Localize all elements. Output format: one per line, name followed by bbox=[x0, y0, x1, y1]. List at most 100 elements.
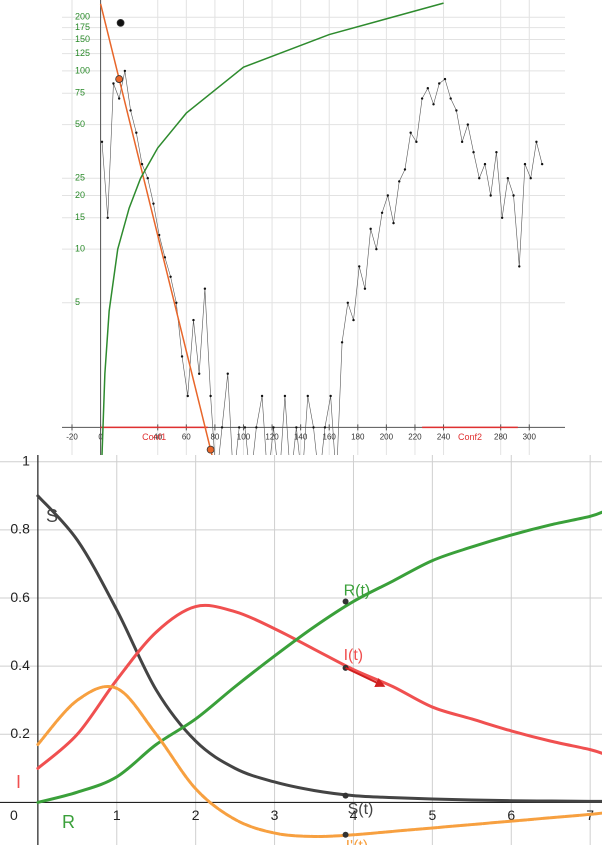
point bbox=[115, 75, 124, 83]
data-point bbox=[255, 426, 258, 429]
data-point bbox=[392, 221, 395, 225]
data-point bbox=[146, 177, 149, 180]
data-point bbox=[237, 426, 241, 429]
curve-name: I bbox=[16, 772, 21, 792]
data-point bbox=[135, 131, 138, 134]
span-label: Conf2 bbox=[458, 432, 482, 442]
x-tick-label: 140 bbox=[294, 433, 308, 442]
x-tick-label: 60 bbox=[182, 433, 191, 442]
data-point bbox=[340, 341, 344, 344]
series-line bbox=[36, 684, 602, 839]
y-tick-label: 0.2 bbox=[10, 725, 30, 741]
span-label: Conf1 bbox=[142, 432, 166, 442]
data-point bbox=[489, 194, 492, 197]
data-point bbox=[306, 394, 309, 398]
y-tick-label: 1 bbox=[22, 455, 30, 469]
curve-point bbox=[342, 792, 349, 799]
series-line bbox=[101, 2, 444, 455]
y-tick-label: 125 bbox=[75, 48, 90, 58]
point bbox=[116, 18, 125, 27]
y-tick-label: 5 bbox=[75, 297, 80, 307]
data-point bbox=[529, 177, 532, 180]
data-point bbox=[478, 177, 481, 180]
data-point bbox=[180, 355, 184, 358]
x-tick-label: 5 bbox=[428, 807, 436, 823]
data-point bbox=[197, 372, 201, 375]
data-point bbox=[226, 372, 229, 375]
data-point bbox=[415, 140, 418, 144]
data-point bbox=[512, 194, 515, 197]
data-point bbox=[535, 140, 538, 144]
data-point bbox=[152, 202, 155, 205]
data-point bbox=[283, 394, 287, 398]
data-point bbox=[500, 216, 504, 219]
data-point bbox=[369, 227, 372, 231]
point-label: R(t) bbox=[344, 583, 371, 600]
data-point bbox=[129, 109, 132, 112]
data-point bbox=[312, 426, 315, 429]
point-label: S(t) bbox=[348, 801, 374, 818]
data-point bbox=[352, 318, 355, 322]
y-tick-label: 175 bbox=[75, 22, 90, 32]
curve-point bbox=[342, 831, 349, 838]
sir-chart: 012345670.20.40.60.81SS(t)II(t)RR(t)I'(t… bbox=[0, 455, 602, 845]
data-point bbox=[329, 394, 332, 398]
x-tick-label: 4 bbox=[350, 807, 358, 823]
data-point bbox=[123, 69, 127, 73]
data-point bbox=[455, 109, 458, 112]
data-point bbox=[243, 426, 247, 429]
plot-area bbox=[0, 455, 602, 845]
tangent-arrow bbox=[345, 666, 386, 687]
x-tick-label: 6 bbox=[507, 807, 515, 823]
curve-name: R bbox=[62, 812, 75, 832]
y-tick-label: 100 bbox=[75, 65, 90, 75]
point-label: I(t) bbox=[344, 647, 364, 664]
data-point bbox=[409, 131, 412, 134]
x-tick-label: 300 bbox=[523, 433, 537, 442]
y-tick-label: 0.8 bbox=[10, 521, 30, 537]
data-point bbox=[460, 140, 464, 144]
data-point bbox=[426, 86, 430, 90]
data-point bbox=[398, 180, 401, 183]
data-point bbox=[112, 82, 115, 85]
data-point bbox=[483, 162, 487, 166]
data-point bbox=[186, 394, 189, 398]
data-point bbox=[403, 168, 407, 171]
x-tick-label: 180 bbox=[351, 433, 365, 442]
x-tick-label: 280 bbox=[494, 433, 508, 442]
data-point bbox=[438, 82, 441, 85]
data-point bbox=[163, 256, 167, 259]
data-point bbox=[449, 97, 452, 100]
y-tick-label: 25 bbox=[75, 173, 85, 183]
x-tick-label: 160 bbox=[323, 433, 337, 442]
y-tick-label: 200 bbox=[75, 12, 90, 22]
data-point bbox=[323, 426, 327, 429]
y-tick-label: 0.4 bbox=[10, 657, 30, 673]
data-point bbox=[209, 394, 212, 398]
data-point bbox=[203, 287, 207, 290]
series-line bbox=[36, 603, 602, 770]
data-point bbox=[380, 211, 384, 214]
data-point bbox=[443, 77, 447, 81]
data-point bbox=[363, 287, 367, 290]
y-tick-label: 15 bbox=[75, 212, 85, 222]
x-tick-label: 0 bbox=[10, 807, 18, 823]
data-point bbox=[260, 394, 264, 398]
data-point bbox=[386, 194, 390, 197]
x-tick-label: 100 bbox=[237, 433, 251, 442]
data-point bbox=[117, 97, 121, 100]
data-point bbox=[346, 301, 349, 305]
x-tick-label: 200 bbox=[380, 433, 394, 442]
data-point bbox=[518, 265, 521, 268]
series-line bbox=[101, 70, 543, 455]
data-point bbox=[358, 265, 361, 268]
data-point bbox=[420, 97, 424, 100]
x-tick-label: 2 bbox=[192, 807, 200, 823]
curve-point bbox=[342, 598, 349, 605]
point bbox=[206, 445, 215, 454]
point-label: I'(t) bbox=[346, 838, 369, 845]
x-tick-label: 40 bbox=[153, 433, 162, 442]
x-tick-label: 240 bbox=[437, 433, 451, 442]
data-point bbox=[472, 150, 475, 154]
